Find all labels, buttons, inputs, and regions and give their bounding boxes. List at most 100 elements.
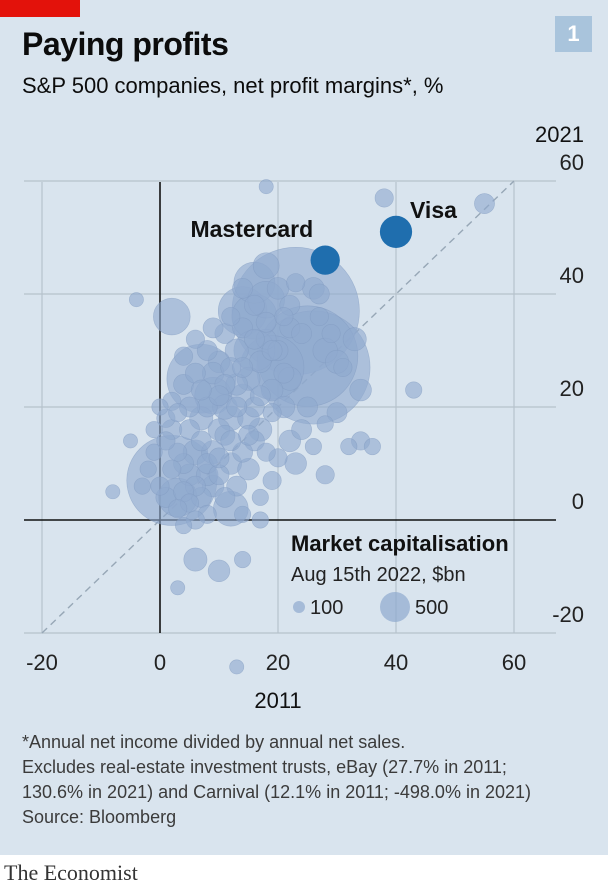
data-bubble bbox=[252, 252, 280, 280]
data-bubble bbox=[326, 402, 348, 424]
data-bubble bbox=[232, 357, 253, 378]
data-bubble bbox=[405, 381, 423, 399]
data-bubble bbox=[349, 378, 372, 402]
scatter-chart: -20 0 20 40 60 -20 0 20 40 60 2021 2011 Visa Masterca… bbox=[24, 122, 584, 713]
data-bubble bbox=[284, 452, 307, 475]
data-bubble bbox=[185, 329, 205, 349]
data-bubble bbox=[168, 403, 188, 423]
data-bubble bbox=[174, 346, 194, 366]
bubbles-layer bbox=[105, 179, 495, 675]
highlighted-bubbles bbox=[310, 215, 413, 275]
data-bubble bbox=[234, 551, 252, 569]
legend-value-label: 100 bbox=[310, 597, 343, 619]
data-bubble bbox=[150, 476, 170, 496]
data-bubble bbox=[297, 396, 318, 418]
y-tick-label: 60 bbox=[560, 150, 584, 175]
data-bubble bbox=[342, 327, 367, 352]
data-bubble bbox=[202, 317, 224, 339]
data-bubble bbox=[251, 488, 269, 506]
footnote-exclusions-1: Excludes real-estate investment trusts, … bbox=[22, 757, 507, 777]
chart-subtitle: S&P 500 companies, net profit margins*, … bbox=[22, 73, 444, 98]
data-bubble bbox=[363, 438, 381, 456]
data-bubble bbox=[226, 396, 248, 418]
data-bubble bbox=[208, 385, 230, 407]
mastercard-bubble bbox=[310, 245, 340, 275]
data-bubble bbox=[340, 438, 358, 456]
data-bubble bbox=[474, 193, 495, 214]
y-tick-label: 40 bbox=[560, 263, 584, 288]
footnote-exclusions-2: 130.6% in 2021) and Carnival (12.1% in 2… bbox=[22, 782, 532, 802]
data-bubble bbox=[133, 477, 151, 495]
data-bubble bbox=[234, 505, 252, 523]
x-tick-label: -20 bbox=[26, 650, 58, 675]
mastercard-label: Mastercard bbox=[190, 216, 313, 242]
x-tick-label: 0 bbox=[154, 650, 166, 675]
data-bubble bbox=[258, 179, 274, 195]
data-bubble bbox=[232, 277, 253, 299]
data-bubble bbox=[170, 580, 186, 596]
figure-number-badge: 1 bbox=[555, 16, 592, 52]
x-tick-label: 60 bbox=[502, 650, 526, 675]
size-legend: Market capitalisation Aug 15th 2022, $bn 1… bbox=[291, 531, 509, 622]
data-bubble bbox=[208, 447, 230, 469]
data-bubble bbox=[321, 324, 341, 344]
y-axis-title: 2021 bbox=[535, 122, 584, 147]
grid-lines bbox=[24, 180, 556, 634]
y-tick-label: 0 bbox=[572, 489, 584, 514]
data-bubble bbox=[190, 430, 212, 452]
legend-title: Market capitalisation bbox=[291, 531, 509, 556]
visa-bubble bbox=[379, 215, 413, 248]
data-bubble bbox=[214, 487, 236, 508]
data-bubble bbox=[145, 421, 163, 439]
data-bubble bbox=[262, 470, 282, 490]
labels-layer: -20 0 20 40 60 -20 0 20 40 60 2021 2011 Visa Masterca… bbox=[26, 122, 584, 713]
legend-subtitle: Aug 15th 2022, $bn bbox=[291, 564, 466, 586]
brand-red-tag bbox=[0, 0, 80, 17]
data-bubble bbox=[105, 484, 121, 500]
data-bubble bbox=[220, 430, 242, 452]
footnote-source: Source: Bloomberg bbox=[22, 807, 177, 827]
visa-label: Visa bbox=[410, 197, 457, 223]
x-tick-label: 20 bbox=[266, 650, 290, 675]
data-bubble bbox=[249, 385, 271, 407]
data-bubble bbox=[128, 292, 144, 308]
chart-title: Paying profits bbox=[22, 26, 229, 62]
data-bubble bbox=[175, 517, 193, 535]
brand-footer: The Economist bbox=[4, 860, 138, 885]
data-bubble bbox=[123, 433, 138, 449]
x-tick-label: 40 bbox=[384, 650, 408, 675]
y-tick-label: -20 bbox=[552, 602, 584, 627]
data-bubble bbox=[291, 419, 312, 440]
data-bubble bbox=[221, 307, 241, 327]
data-bubble bbox=[316, 415, 334, 433]
data-bubble bbox=[244, 328, 265, 350]
data-bubble bbox=[291, 323, 312, 344]
data-bubble bbox=[273, 362, 295, 384]
data-bubble bbox=[156, 431, 176, 451]
data-bubble bbox=[183, 547, 208, 572]
data-bubble bbox=[162, 459, 182, 479]
y-tick-label: 20 bbox=[560, 376, 584, 401]
data-bubble bbox=[207, 559, 231, 583]
footnote-definition: *Annual net income divided by annual net… bbox=[22, 732, 406, 752]
footnotes: *Annual net income divided by annual net… bbox=[22, 730, 531, 830]
legend-bubble bbox=[380, 592, 410, 622]
data-bubble bbox=[261, 340, 283, 361]
data-bubble bbox=[251, 511, 269, 529]
data-bubble bbox=[229, 659, 245, 675]
data-bubble bbox=[139, 460, 157, 478]
data-bubble bbox=[308, 283, 330, 305]
data-bubble bbox=[333, 357, 353, 377]
data-bubble bbox=[168, 442, 188, 462]
data-bubble bbox=[238, 424, 259, 446]
data-bubble bbox=[168, 499, 188, 519]
data-bubble bbox=[153, 297, 191, 336]
data-bubble bbox=[274, 307, 294, 327]
data-bubble bbox=[145, 443, 163, 461]
legend-value-label: 500 bbox=[415, 597, 448, 619]
data-bubble bbox=[190, 379, 212, 401]
x-axis-title: 2011 bbox=[254, 688, 301, 713]
legend-bubble bbox=[293, 601, 305, 613]
data-bubble bbox=[262, 403, 282, 423]
data-bubble bbox=[304, 438, 322, 456]
